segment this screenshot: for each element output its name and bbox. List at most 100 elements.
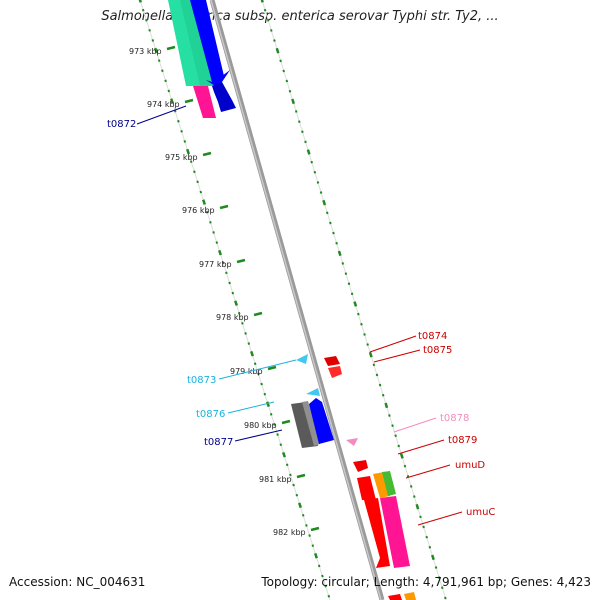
accession-text: Accession: NC_004631 (9, 575, 146, 589)
kbp-label: 980 kbp (244, 421, 277, 430)
right-ruler-minor-tick (332, 231, 335, 235)
right-tick-ruler (260, 0, 447, 600)
right-ruler-minor-tick (282, 69, 286, 73)
left-ruler-minor-tick (317, 564, 321, 568)
right-ruler-minor-tick (325, 211, 329, 215)
gene-arrow-pink-t0878 (346, 438, 358, 446)
right-ruler-major-tick (353, 301, 358, 307)
left-ruler-minor-tick (221, 261, 225, 265)
left-ruler-minor-tick (225, 271, 228, 275)
left-ruler-minor-tick (257, 372, 260, 376)
kbp-label: 979 kbp (230, 367, 263, 376)
right-ruler-minor-tick (366, 343, 369, 346)
right-ruler-major-tick (275, 47, 280, 54)
right-ruler-minor-tick (263, 8, 267, 12)
left-ruler-major-tick (186, 148, 190, 155)
left-ruler-minor-tick (273, 423, 276, 426)
gene-label-t0878: t0878 (440, 413, 469, 424)
left-ruler-minor-tick (215, 241, 219, 244)
right-ruler-minor-tick (428, 545, 432, 549)
right-ruler-minor-tick (329, 221, 332, 225)
left-ruler-minor-tick (189, 160, 193, 163)
left-ruler-major-tick (282, 451, 286, 458)
gene-label-t0872: t0872 (107, 119, 136, 130)
gene-block-orange (373, 472, 390, 498)
kbp-label: 982 kbp (273, 528, 306, 537)
right-ruler-minor-tick (381, 393, 385, 397)
left-ruler-major-tick (170, 98, 174, 104)
right-ruler-minor-tick (413, 495, 416, 498)
left-ruler-minor-tick (285, 463, 289, 467)
right-ruler-minor-tick (273, 39, 276, 42)
left-ruler-minor-tick (161, 69, 164, 73)
right-ruler-minor-tick (391, 424, 394, 428)
gene-label-t0874: t0874 (418, 331, 447, 342)
gene-block-pink (193, 86, 216, 118)
left-ruler-minor-tick (289, 473, 292, 477)
right-ruler-minor-tick (319, 191, 323, 194)
left-ruler-minor-tick (241, 322, 244, 325)
gene-label-umuC: umuC (466, 507, 495, 518)
gene-arrow-blue-t0877 (309, 398, 334, 444)
right-ruler-minor-tick (440, 586, 444, 590)
right-ruler-minor-tick (310, 160, 313, 164)
right-ruler-minor-tick (350, 292, 354, 296)
gene-block-blue-main (190, 0, 224, 82)
gene-block-red-large (364, 498, 390, 568)
right-ruler-minor-tick (316, 181, 320, 184)
right-ruler-minor-tick (363, 333, 366, 336)
kbp-major-tick (267, 365, 277, 371)
gene-block-gray (291, 402, 318, 448)
kbp-major-tick (202, 151, 212, 157)
left-ruler-major-tick (154, 47, 158, 54)
gene-block-red-bottom (388, 594, 402, 600)
right-ruler-minor-tick (434, 566, 438, 569)
gene-block-orange-bottom (404, 592, 416, 600)
right-ruler-minor-tick (347, 282, 351, 286)
right-ruler-minor-tick (313, 170, 317, 174)
right-ruler-major-tick (260, 0, 264, 3)
left-ruler-minor-tick (308, 534, 311, 537)
right-ruler-minor-tick (437, 576, 441, 580)
right-ruler-major-tick (368, 351, 373, 358)
left-ruler-minor-tick (260, 382, 263, 386)
left-ruler-minor-tick (321, 574, 324, 578)
kbp-label: 975 kbp (165, 153, 198, 162)
left-ruler-major-tick (298, 502, 302, 509)
leader-t0875 (373, 349, 421, 363)
left-ruler-minor-tick (180, 130, 183, 133)
left-tick-ruler (138, 0, 331, 598)
left-ruler-minor-tick (193, 170, 196, 174)
gene-block-red-umuD (357, 476, 376, 500)
left-ruler-minor-tick (148, 29, 151, 32)
left-ruler-minor-tick (167, 89, 171, 93)
kbp-label: 977 kbp (199, 260, 232, 269)
kbp-major-tick (296, 473, 306, 479)
leader-t0873 (218, 359, 297, 380)
right-ruler-minor-tick (279, 59, 282, 63)
right-ruler-major-tick (415, 503, 420, 510)
right-ruler-minor-tick (294, 110, 298, 113)
right-ruler-minor-tick (360, 322, 363, 326)
gene-block-pink-umuC (380, 496, 410, 568)
right-ruler-minor-tick (298, 120, 301, 123)
left-ruler-minor-tick (311, 544, 315, 547)
right-ruler-minor-tick (397, 444, 401, 448)
gene-label-t0873: t0873 (187, 375, 216, 386)
left-ruler-minor-tick (196, 180, 199, 184)
leader-t0874 (369, 335, 417, 353)
right-ruler-minor-tick (444, 596, 447, 600)
leader-t0878 (393, 417, 437, 433)
left-ruler-minor-tick (205, 210, 209, 214)
kbp-major-tick (236, 258, 246, 264)
left-ruler-major-tick (266, 401, 270, 407)
leader-t0877 (234, 429, 283, 442)
right-ruler-major-tick (431, 554, 435, 561)
left-ruler-major-tick (234, 300, 238, 306)
left-ruler-major-tick (218, 249, 222, 256)
left-ruler-minor-tick (276, 433, 279, 436)
kbp-major-tick (310, 526, 320, 532)
right-ruler-minor-tick (372, 363, 376, 367)
left-ruler-minor-tick (212, 231, 215, 234)
right-ruler-minor-tick (335, 241, 338, 245)
